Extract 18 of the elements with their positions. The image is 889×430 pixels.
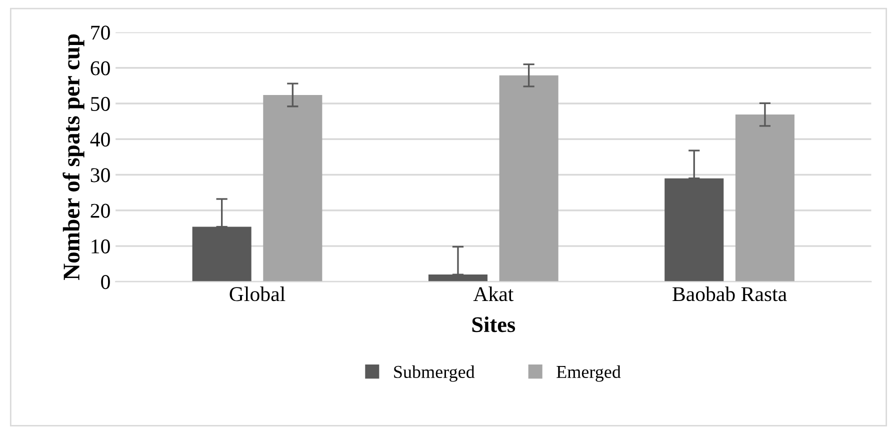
bar: [263, 94, 322, 282]
x-axis-title: Sites: [472, 316, 516, 332]
y-tick-label: 70: [91, 26, 110, 40]
x-tick-label: Baobab Rasta: [672, 286, 787, 302]
y-tick-label: 60: [90, 61, 110, 76]
x-tick-label: Akat: [473, 286, 514, 302]
legend-label: Emerged: [556, 365, 621, 382]
y-tick-label: 0: [101, 275, 110, 290]
legend-label: Submerged: [394, 365, 475, 382]
y-tick-label: 50: [91, 96, 110, 111]
y-axis-title: Nomber of spats per cup: [62, 34, 84, 280]
x-tick-label: Global: [230, 286, 286, 302]
y-tick-label: 10: [92, 239, 110, 254]
y-tick-label: 30: [90, 168, 110, 182]
bar: [735, 114, 794, 282]
y-tick-label: 20: [90, 204, 110, 218]
y-tick-label: 40: [90, 132, 110, 147]
bar: [499, 75, 558, 282]
